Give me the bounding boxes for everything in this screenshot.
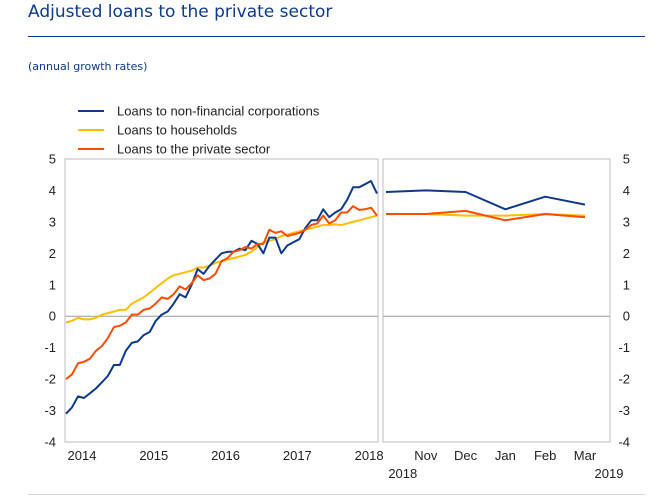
y-tick-label-left: -3 <box>44 403 56 418</box>
y-tick-label-right: 4 <box>623 183 630 198</box>
left-series-line-2 <box>65 205 378 380</box>
y-tick-label-right: 2 <box>623 246 630 261</box>
y-tick-label-right: -1 <box>618 340 630 355</box>
y-tick-label-right: 0 <box>623 309 630 324</box>
x-tick-label: Dec <box>454 448 478 463</box>
y-tick-label-right: -2 <box>618 372 630 387</box>
left-panel-frame <box>64 158 379 443</box>
y-tick-label-right: 5 <box>623 152 630 167</box>
year-label: 2019 <box>595 466 624 481</box>
chart-title: Adjusted loans to the private sector <box>28 2 333 22</box>
y-tick-label-left: 1 <box>49 277 56 292</box>
x-tick-label: Mar <box>574 448 597 463</box>
x-tick-label: 2016 <box>211 448 240 463</box>
right-panel: Nov Dec Jan Feb Mar 2018 2019 <box>382 158 624 481</box>
footer-divider <box>28 494 645 495</box>
y-axes: 5 5 4 4 3 3 2 2 1 1 0 0 -1 -1 -2 -2 -3 -3 -4 -4 <box>44 152 630 450</box>
legend-label: Loans to non-financial corporations <box>117 104 320 119</box>
y-tick-label-left: 2 <box>49 246 56 261</box>
right-series-line-2 <box>386 209 586 222</box>
y-tick-label-right: -4 <box>618 435 630 450</box>
x-tick-label: 2018 <box>355 448 384 463</box>
title-divider <box>28 36 645 37</box>
x-tick-label: 2017 <box>283 448 312 463</box>
y-tick-label-left: 4 <box>49 183 56 198</box>
right-series-line-0 <box>385 189 586 211</box>
legend-label: Loans to households <box>117 123 237 138</box>
left-series-line-0 <box>65 180 378 415</box>
year-label: 2018 <box>388 466 417 481</box>
y-tick-label-left: 5 <box>49 152 56 167</box>
chart-subtitle: (annual growth rates) <box>28 60 148 73</box>
y-tick-label-right: -3 <box>618 403 630 418</box>
y-tick-label-right: 3 <box>623 214 630 229</box>
x-tick-label: 2014 <box>68 448 97 463</box>
right-panel-frame <box>382 158 611 443</box>
left-series-line-1 <box>65 214 378 324</box>
x-tick-label: Nov <box>414 448 438 463</box>
x-tick-label: 2015 <box>139 448 168 463</box>
x-tick-label: Feb <box>534 448 556 463</box>
y-tick-label-left: 3 <box>49 214 56 229</box>
x-tick-label: Jan <box>495 448 516 463</box>
y-tick-label-left: -4 <box>44 435 56 450</box>
left-panel: 2014 2015 2016 2017 2018 <box>64 158 384 463</box>
y-tick-label-right: 1 <box>623 277 630 292</box>
y-tick-label-left: -2 <box>44 372 56 387</box>
y-tick-label-left: 0 <box>49 309 56 324</box>
legend-label: Loans to the private sector <box>117 142 271 157</box>
y-tick-label-left: -1 <box>44 340 56 355</box>
legend: Loans to non-financial corporations Loans… <box>78 104 320 157</box>
